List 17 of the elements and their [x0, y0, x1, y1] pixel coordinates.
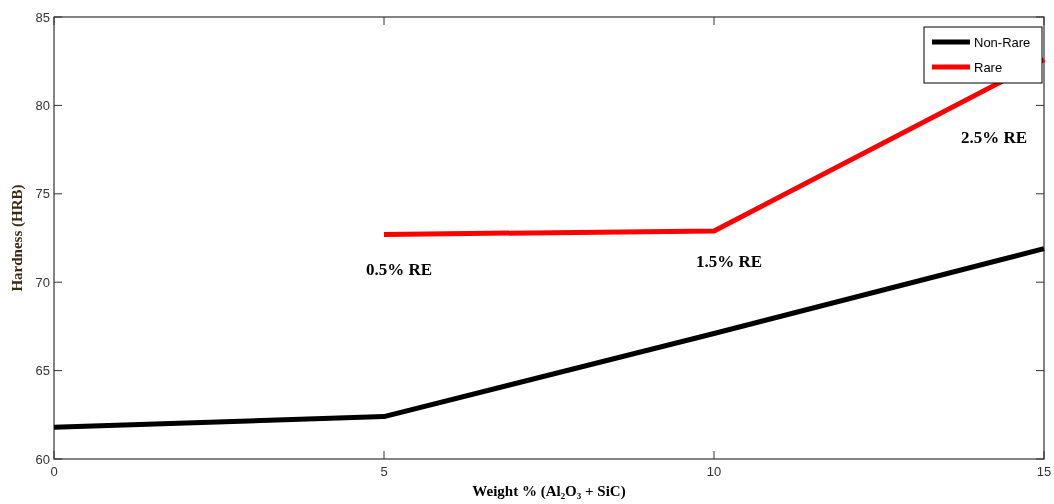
annotation: 2.5% RE: [960, 128, 1028, 148]
x-axis-title: Weight % (Al₂O₃ + SiC): [472, 483, 626, 500]
y-tick-label: 65: [35, 363, 50, 379]
annotation: 0.5% RE: [365, 260, 433, 280]
legend-label: Rare: [974, 59, 1003, 75]
legend-label: Non-Rare: [974, 34, 1031, 50]
annotation: 1.5% RE: [695, 251, 763, 271]
x-tick-label: 5: [380, 464, 388, 479]
y-tick-label: 85: [35, 9, 50, 25]
y-tick-label: 70: [35, 274, 50, 290]
y-tick-label: 60: [35, 451, 50, 467]
x-tick-label: 0: [50, 464, 58, 479]
y-tick-label: 75: [35, 186, 50, 202]
x-tick-label: 15: [1036, 464, 1052, 479]
y-axis-title: Hardness (HRB): [9, 184, 26, 292]
y-tick-label: 80: [35, 97, 50, 113]
x-tick-label: 10: [706, 464, 722, 479]
